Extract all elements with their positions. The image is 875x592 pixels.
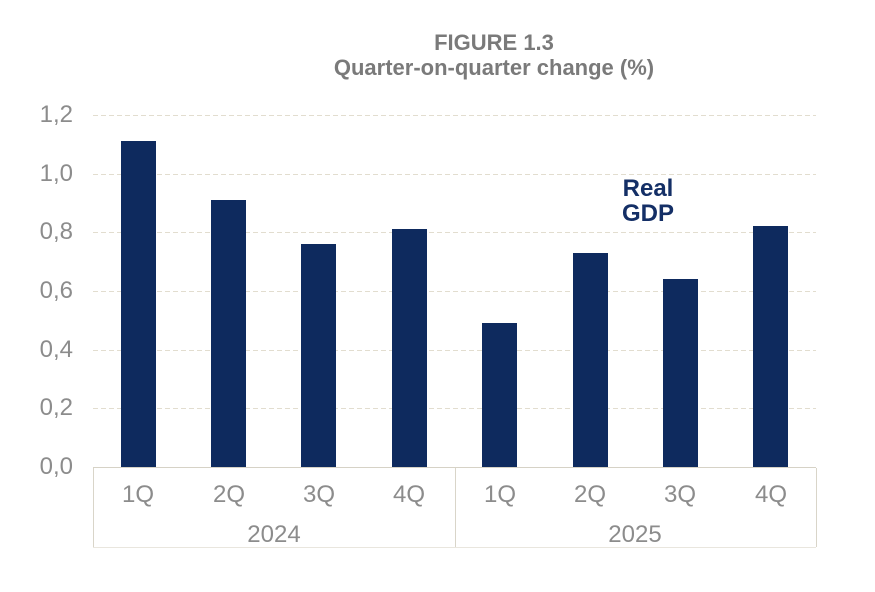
y-axis-label: 0,8 [39,218,73,245]
y-axis-label: 0,0 [39,453,73,480]
chart-title: FIGURE 1.3 [434,30,554,55]
quarter-label-1q-2025: 1Q [483,481,516,508]
bar-4q-2024 [392,229,427,467]
y-axis-label: 0,2 [39,394,73,421]
axis-group-divider [455,468,456,547]
quarter-label-3q-2025: 3Q [663,481,696,508]
year-label-2025: 2025 [608,521,662,548]
series-annotation: Real GDP [568,176,728,226]
y-axis-label: 0,4 [39,336,73,363]
bar-4q-2025 [753,226,788,467]
x-axis-line [93,467,816,468]
chart-subtitle: Quarter-on-quarter change (%) [333,55,655,80]
quarter-label-2q-2025: 2Q [573,481,606,508]
bar-1q-2025 [482,323,517,467]
year-label-2024: 2024 [247,521,301,548]
quarter-label-3q-2024: 3Q [302,481,335,508]
series-annotation-line2: GDP [621,200,674,227]
gridline [93,232,816,233]
y-axis-label: 0,6 [39,277,73,304]
axis-group-divider [816,468,817,547]
bar-3q-2025 [663,279,698,467]
gridline [93,408,816,409]
axis-bottom-line [93,547,816,548]
quarter-label-2q-2024: 2Q [212,481,245,508]
series-annotation-line1: Real [622,175,674,202]
bar-2q-2025 [573,253,608,467]
axis-group-divider [93,468,94,547]
gridline [93,115,816,116]
bar-3q-2024 [301,244,336,467]
quarter-label-4q-2025: 4Q [754,481,787,508]
gridline [93,174,816,175]
gridline [93,291,816,292]
gridline [93,350,816,351]
y-axis-label: 1,0 [39,160,73,187]
chart-title-block: FIGURE 1.3 Quarter-on-quarter change (%) [94,30,875,80]
bar-1q-2024 [121,141,156,467]
quarter-label-1q-2024: 1Q [121,481,154,508]
bar-2q-2024 [211,200,246,467]
y-axis-label: 1,2 [39,101,73,128]
quarter-label-4q-2024: 4Q [392,481,425,508]
